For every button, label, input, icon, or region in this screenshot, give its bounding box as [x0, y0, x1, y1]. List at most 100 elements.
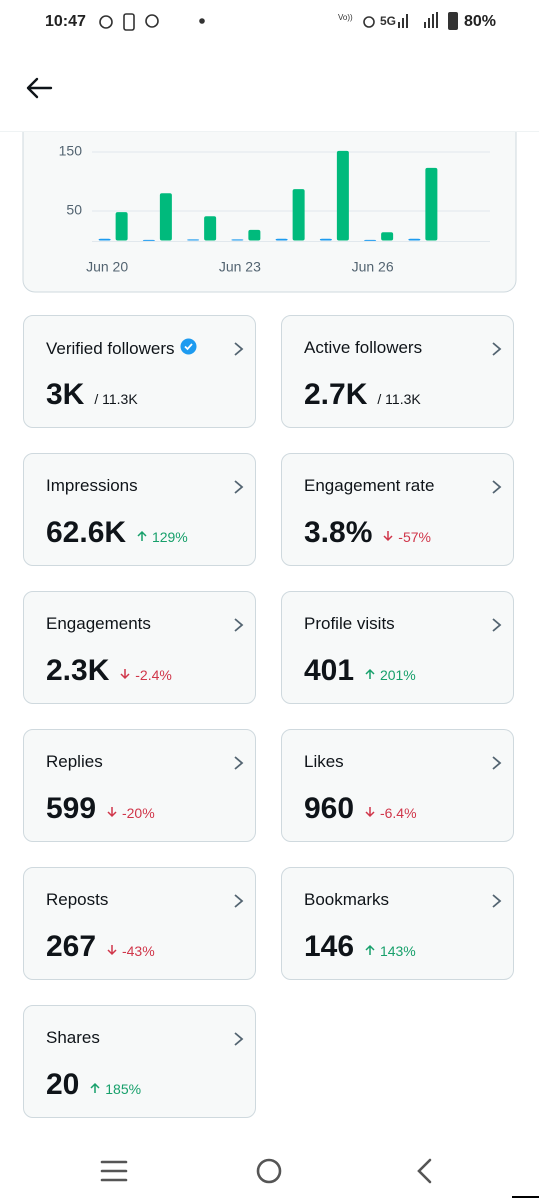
chevron-icon [231, 754, 245, 777]
x-tick-label: Jun 23 [219, 259, 261, 275]
card-value-row: 3K / 11.3K [46, 378, 138, 412]
chevron-icon [231, 340, 245, 363]
bar [292, 189, 305, 241]
change-value: -43% [121, 943, 155, 959]
stat-card[interactable]: Reposts 267 -43% [23, 867, 256, 980]
chart-area: 50 150 Jun 20 Jun 23 Jun 26 10:47 Vo)) 5G 80… [0, 0, 539, 293]
card-value: 62.6K [46, 516, 127, 549]
chevron-icon [231, 478, 245, 501]
trend-arrow [106, 805, 122, 821]
card-title: Impressions [46, 476, 138, 495]
card-value: 267 [46, 930, 97, 963]
card-title-row: Engagement rate [304, 476, 434, 496]
card-value: 2.3K [46, 654, 110, 687]
change-value: -20% [121, 805, 155, 821]
stat-card[interactable]: Shares 20 185% [23, 1005, 256, 1118]
card-title-row: Impressions [46, 476, 138, 496]
bar [159, 193, 172, 241]
bar [319, 238, 332, 241]
recents-button[interactable] [100, 1160, 128, 1182]
card-change: -43% [106, 943, 155, 959]
stat-card[interactable]: Likes 960 -6.4% [281, 729, 514, 842]
change-value: -57% [398, 529, 431, 545]
change-value: -6.4% [379, 805, 417, 821]
card-value-row: 20 185% [46, 1068, 141, 1102]
bar [275, 238, 288, 241]
card-title: Verified followers [46, 339, 175, 358]
status-time: 10:47 [45, 13, 86, 30]
bar [231, 239, 244, 241]
back-nav-button[interactable] [417, 1158, 432, 1184]
trend-arrow [364, 805, 380, 821]
chevron-icon [231, 616, 245, 639]
card-value-row: 960 -6.4% [304, 792, 417, 826]
card-value: 3.8% [304, 516, 373, 549]
card-title: Reposts [46, 890, 109, 909]
status-battery: 80% [464, 13, 496, 30]
chevron-icon [489, 892, 503, 915]
change-value: 143% [379, 943, 416, 959]
card-title: Engagements [46, 614, 151, 633]
card-value-row: 2.3K -2.4% [46, 654, 172, 688]
card-change: 143% [364, 943, 416, 959]
back-button[interactable] [26, 77, 53, 99]
status-icons [99, 13, 375, 31]
card-change: 129% [136, 529, 188, 545]
card-value: 20 [46, 1068, 80, 1101]
corner-mark [512, 1196, 539, 1198]
trend-arrow [136, 529, 152, 545]
x-tick-label: Jun 20 [86, 259, 128, 275]
card-value: 2.7K [304, 378, 368, 411]
card-value-row: 62.6K 129% [46, 516, 188, 550]
trend-arrow [364, 943, 380, 959]
signal-icons [398, 12, 458, 30]
bar [115, 212, 128, 241]
card-value-row: 267 -43% [46, 930, 155, 964]
card-title-row: Shares [46, 1028, 100, 1048]
card-title-row: Active followers [304, 338, 422, 358]
card-value: 401 [304, 654, 355, 687]
card-title-row: Engagements [46, 614, 151, 634]
trend-arrow [106, 943, 122, 959]
card-value: 599 [46, 792, 97, 825]
stat-card[interactable]: Bookmarks 146 143% [281, 867, 514, 980]
y-tick-label: 150 [59, 143, 83, 159]
card-change: -20% [106, 805, 155, 821]
stat-card[interactable]: Impressions 62.6K 129% [23, 453, 256, 566]
stat-card[interactable]: Engagements 2.3K -2.4% [23, 591, 256, 704]
home-button[interactable] [256, 1158, 282, 1184]
card-title: Active followers [304, 338, 423, 357]
nav-bar [100, 1158, 539, 1198]
stat-card[interactable]: Verified followers 3K / 11.3K [23, 315, 256, 428]
stat-card[interactable]: Profile visits 401 201% [281, 591, 514, 704]
status-network: 5G [380, 14, 396, 28]
bar [364, 239, 377, 241]
change-value: 185% [105, 1081, 142, 1097]
bar [425, 167, 438, 241]
chevron-icon [489, 478, 503, 501]
card-title-row: Bookmarks [304, 890, 389, 910]
card-title-row: Replies [46, 752, 103, 772]
stat-card[interactable]: Engagement rate 3.8% -57% [281, 453, 514, 566]
change-value: -2.4% [135, 667, 172, 683]
volte-icon: Vo)) [338, 13, 353, 22]
stat-card[interactable]: Active followers 2.7K / 11.3K [281, 315, 514, 428]
x-tick-label: Jun 26 [352, 259, 394, 275]
card-change: -57% [382, 529, 431, 545]
stat-card[interactable]: Replies 599 -20% [23, 729, 256, 842]
bar [142, 239, 155, 241]
bar [336, 150, 349, 241]
card-value: 146 [304, 930, 355, 963]
card-value-row: 2.7K / 11.3K [304, 378, 421, 412]
card-title-row: Verified followers [46, 338, 197, 360]
card-total: / 11.3K [377, 391, 421, 407]
bar [248, 229, 261, 241]
bar [187, 239, 200, 241]
bar [98, 238, 111, 241]
card-value-row: 146 143% [304, 930, 416, 964]
card-value-row: 3.8% -57% [304, 516, 431, 550]
trend-arrow [119, 667, 135, 683]
trend-arrow [364, 667, 380, 683]
change-value: 201% [379, 667, 416, 683]
card-change: 185% [89, 1081, 141, 1097]
